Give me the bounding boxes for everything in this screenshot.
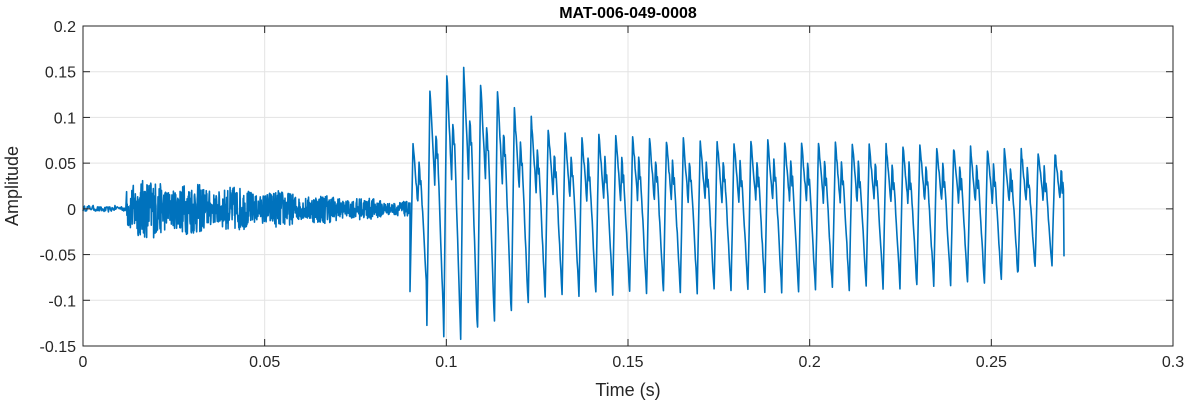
x-tick-label: 0.05 [249, 354, 280, 371]
series-line [82, 66, 1065, 341]
y-axis-label: Amplitude [2, 146, 22, 226]
x-tick-label: 0.3 [1162, 354, 1184, 371]
y-tick-label: 0.05 [45, 156, 76, 173]
y-tick-label: -0.15 [40, 339, 77, 356]
y-tick-label: -0.05 [40, 248, 77, 265]
y-tick-label: 0.15 [45, 65, 76, 82]
x-tick-label: 0.2 [799, 354, 821, 371]
chart-title: MAT-006-049-0008 [559, 5, 697, 22]
ticks: 0 0.05 0.1 0.15 0.2 0.25 0.3 -0.15 -0.1 -0.05 0 0.0… [40, 19, 1185, 371]
x-tick-label: 0.25 [976, 354, 1007, 371]
y-tick-label: 0.2 [54, 19, 76, 36]
y-tick-label: 0 [67, 202, 76, 219]
x-axis-label: Time (s) [595, 380, 660, 400]
x-tick-label: 0 [79, 354, 88, 371]
x-tick-label: 0.15 [612, 354, 643, 371]
x-tick-label: 0.1 [435, 354, 457, 371]
signal [82, 66, 1065, 341]
y-tick-label: 0.1 [54, 110, 76, 127]
y-tick-label: -0.1 [48, 293, 76, 310]
